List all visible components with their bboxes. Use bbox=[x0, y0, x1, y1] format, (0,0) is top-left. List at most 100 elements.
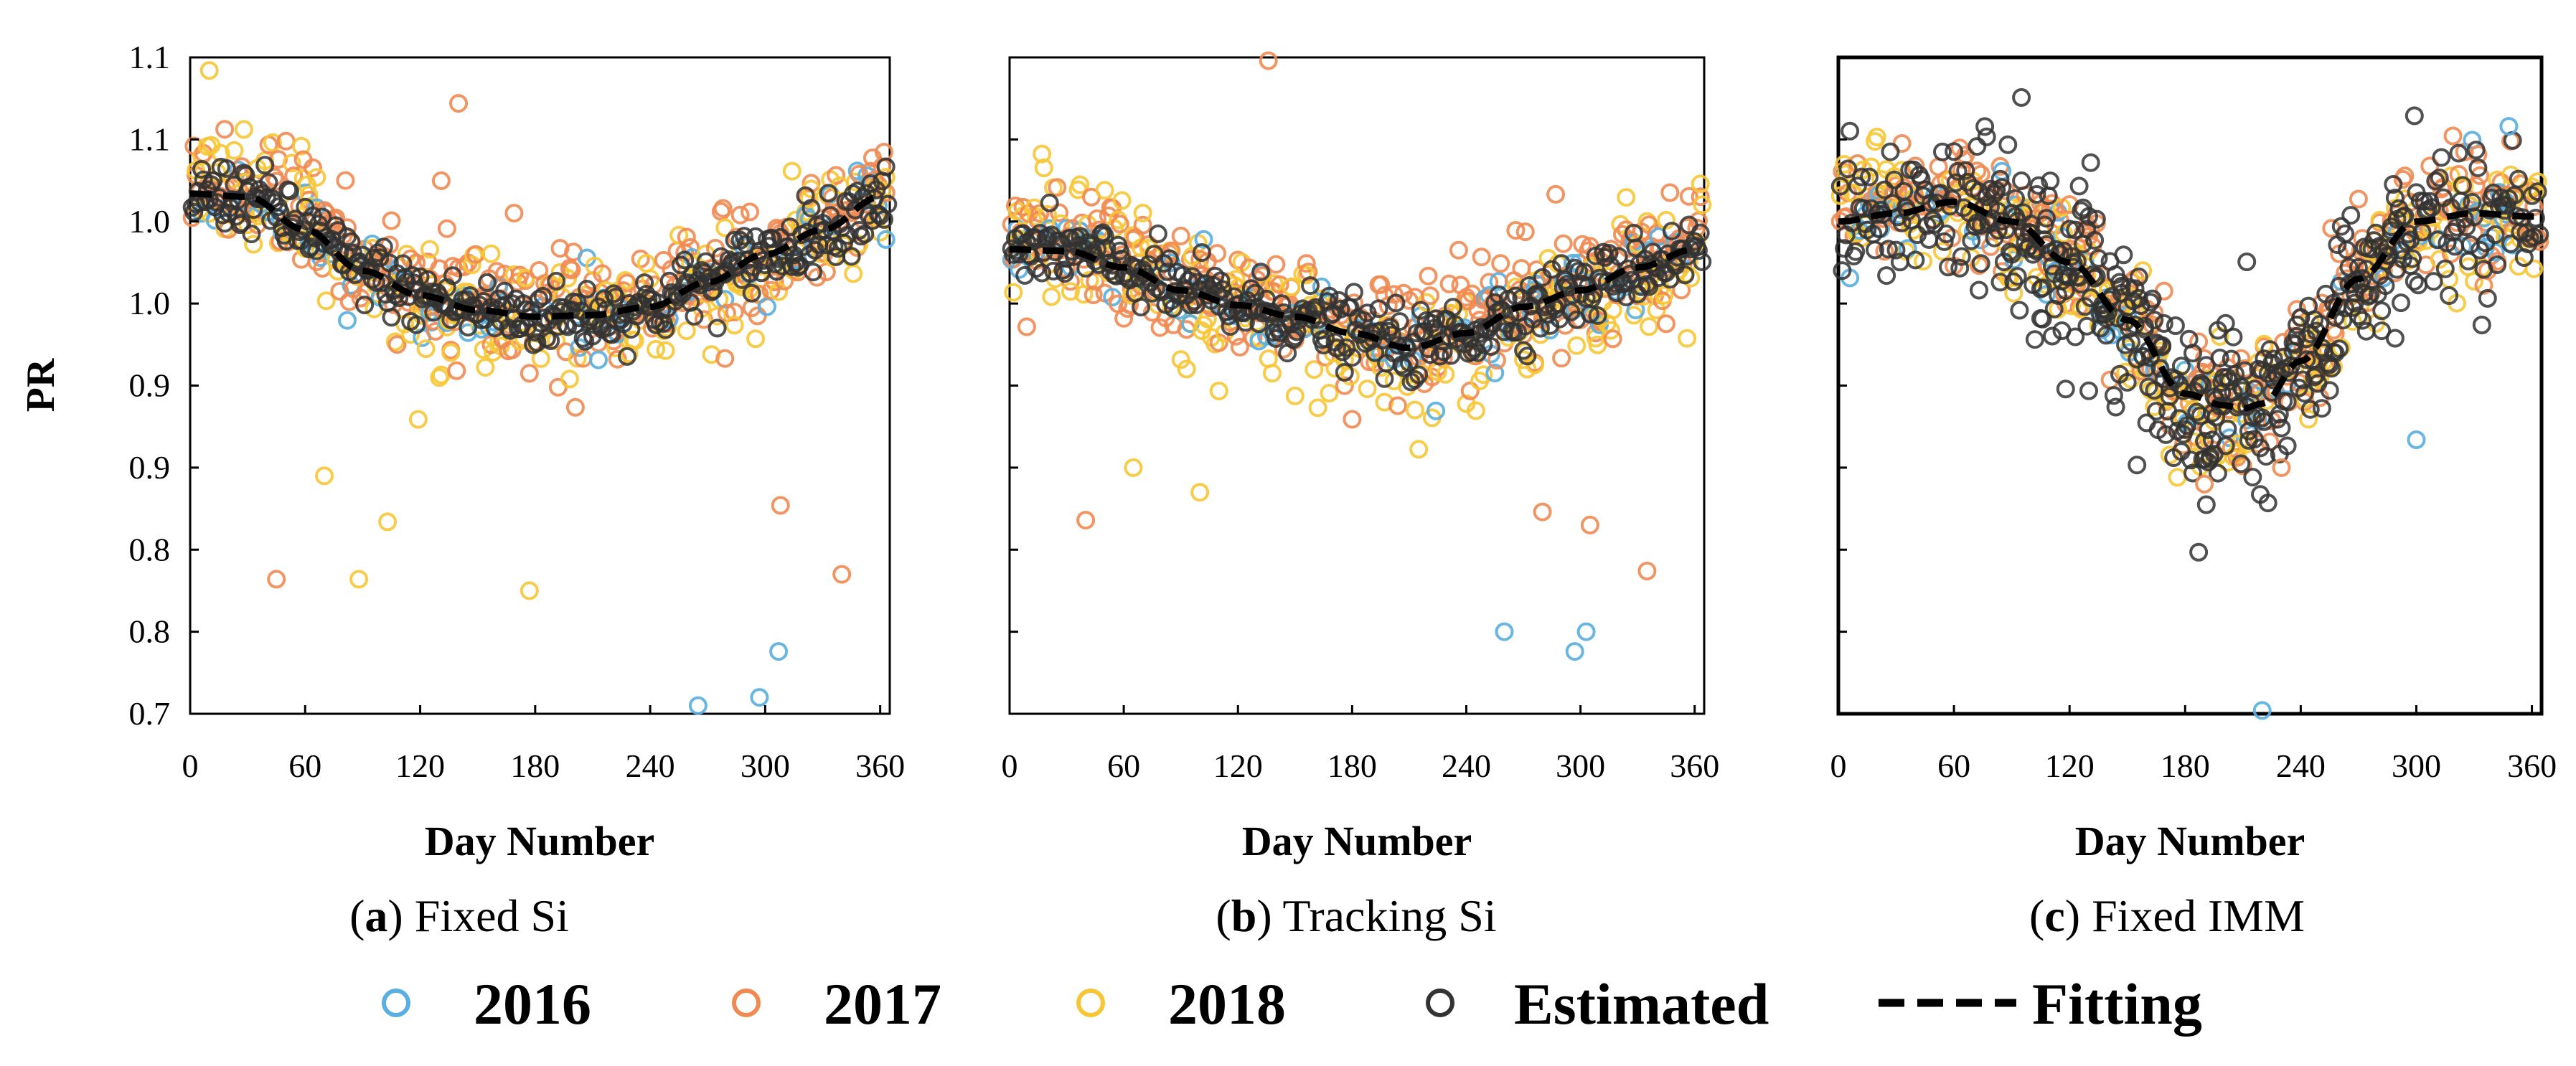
data-point-2017 bbox=[431, 171, 451, 190]
data-point-2018 bbox=[1867, 128, 1886, 146]
x-tick-label: 360 bbox=[855, 747, 905, 784]
y-tick-label: 0.8 bbox=[129, 613, 171, 650]
y-tick-label: 1.0 bbox=[129, 203, 171, 240]
data-point-2017 bbox=[593, 264, 612, 283]
data-point-estimated bbox=[1877, 266, 1896, 286]
data-point-estimated bbox=[2079, 207, 2098, 226]
data-point-2018 bbox=[234, 120, 253, 139]
data-point-estimated bbox=[2104, 386, 2123, 405]
data-point-2017 bbox=[326, 208, 345, 227]
data-point-estimated bbox=[2440, 286, 2459, 305]
data-point-estimated bbox=[2154, 313, 2173, 333]
data-point-estimated bbox=[2066, 327, 2085, 346]
data-point-2017 bbox=[1515, 222, 1535, 242]
data-point-2016 bbox=[769, 642, 789, 661]
data-point-estimated bbox=[1675, 265, 1695, 285]
data-point-estimated bbox=[2255, 412, 2274, 431]
panel-tracking-si: 0 60 120 180 240 300 360 Day Number (b) Tracki… bbox=[1002, 51, 1719, 941]
data-point-2018 bbox=[1405, 400, 1424, 420]
data-point-estimated bbox=[2330, 339, 2349, 359]
data-point-estimated bbox=[1833, 261, 1852, 280]
data-point-estimated bbox=[2258, 494, 2277, 513]
x-tick-label: 120 bbox=[395, 747, 445, 784]
data-point-2018 bbox=[1647, 301, 1666, 320]
data-point-estimated bbox=[1518, 346, 1537, 366]
data-point-estimated bbox=[1666, 256, 1686, 275]
data-point-2016 bbox=[715, 290, 735, 309]
data-point-estimated bbox=[763, 229, 783, 248]
data-point-2018 bbox=[2440, 270, 2459, 289]
data-point-2017 bbox=[1472, 247, 1491, 267]
x-tick-label: 240 bbox=[1442, 747, 1491, 784]
data-point-estimated bbox=[2385, 189, 2405, 207]
x-tick-label: 0 bbox=[1830, 747, 1847, 784]
data-point-estimated bbox=[533, 286, 553, 306]
data-point-estimated bbox=[1409, 365, 1429, 385]
data-point-2018 bbox=[263, 133, 282, 152]
data-point-2017 bbox=[1657, 314, 1675, 334]
data-point-estimated bbox=[1358, 303, 1377, 323]
data-point-estimated bbox=[478, 273, 497, 292]
data-point-2016 bbox=[1485, 363, 1505, 382]
panel-caption: (c) Fixed IMM bbox=[2029, 890, 2305, 941]
data-point-estimated bbox=[1173, 265, 1193, 285]
data-point-estimated bbox=[1617, 287, 1636, 306]
panel-caption: (a) Fixed Si bbox=[349, 890, 569, 941]
data-point-estimated bbox=[1272, 294, 1292, 313]
data-point-estimated bbox=[2392, 293, 2410, 313]
data-point-estimated bbox=[1044, 261, 1063, 280]
data-point-estimated bbox=[819, 184, 838, 203]
data-point-2018 bbox=[199, 61, 219, 80]
data-point-2017 bbox=[1017, 317, 1036, 336]
data-point-estimated bbox=[2037, 209, 2056, 228]
data-point-2018 bbox=[1124, 458, 1143, 477]
data-point-estimated bbox=[1426, 309, 1446, 329]
data-point-estimated bbox=[2010, 301, 2029, 320]
data-point-estimated bbox=[2210, 349, 2229, 367]
data-point-estimated bbox=[2232, 454, 2251, 473]
data-point-2017 bbox=[1371, 275, 1391, 294]
data-point-estimated bbox=[2478, 288, 2497, 308]
data-point-estimated bbox=[1599, 244, 1619, 263]
data-point-estimated bbox=[1968, 137, 1987, 156]
data-point-estimated bbox=[878, 194, 898, 214]
data-point-estimated bbox=[1394, 358, 1413, 377]
data-point-2018 bbox=[1602, 321, 1620, 340]
data-point-estimated bbox=[1609, 247, 1628, 266]
data-point-estimated bbox=[804, 263, 823, 282]
data-point-2018 bbox=[2524, 259, 2544, 278]
data-point-2018 bbox=[520, 581, 539, 600]
data-point-estimated bbox=[2129, 267, 2148, 286]
data-point-estimated bbox=[1906, 250, 1925, 270]
data-point-2017 bbox=[1050, 203, 1068, 222]
data-point-2018 bbox=[568, 349, 587, 368]
data-point-2017 bbox=[520, 364, 539, 383]
data-point-estimated bbox=[742, 283, 761, 303]
data-point-2018 bbox=[1691, 174, 1710, 194]
data-point-estimated bbox=[2077, 316, 2097, 336]
data-point-estimated bbox=[255, 156, 275, 175]
data-point-2017 bbox=[1512, 259, 1531, 278]
data-point-estimated bbox=[876, 157, 896, 176]
data-point-estimated bbox=[656, 320, 675, 339]
legend-marker-2016 bbox=[382, 989, 410, 1017]
data-point-2018 bbox=[769, 282, 789, 301]
data-point-estimated bbox=[735, 227, 753, 246]
data-point-2017 bbox=[1048, 178, 1067, 197]
data-point-estimated bbox=[2376, 276, 2395, 296]
data-point-2017 bbox=[1603, 329, 1622, 349]
legend-item-2017: 2017 bbox=[732, 971, 941, 1037]
data-point-2018 bbox=[225, 141, 244, 160]
data-point-2018 bbox=[876, 168, 896, 187]
data-point-2017 bbox=[304, 158, 322, 177]
data-point-estimated bbox=[1662, 222, 1681, 241]
x-tick-label: 120 bbox=[1213, 747, 1263, 784]
data-point-2018 bbox=[560, 369, 579, 389]
data-point-2018 bbox=[401, 325, 420, 344]
data-point-2018 bbox=[1409, 440, 1429, 459]
panel-title: ) Fixed Si bbox=[387, 890, 568, 941]
x-axis-ticks: 0 60 120 180 240 300 360 bbox=[1830, 705, 2557, 784]
fitting-curve bbox=[1009, 246, 1698, 352]
data-point-estimated bbox=[2041, 171, 2060, 191]
data-point-2018 bbox=[1263, 364, 1282, 383]
